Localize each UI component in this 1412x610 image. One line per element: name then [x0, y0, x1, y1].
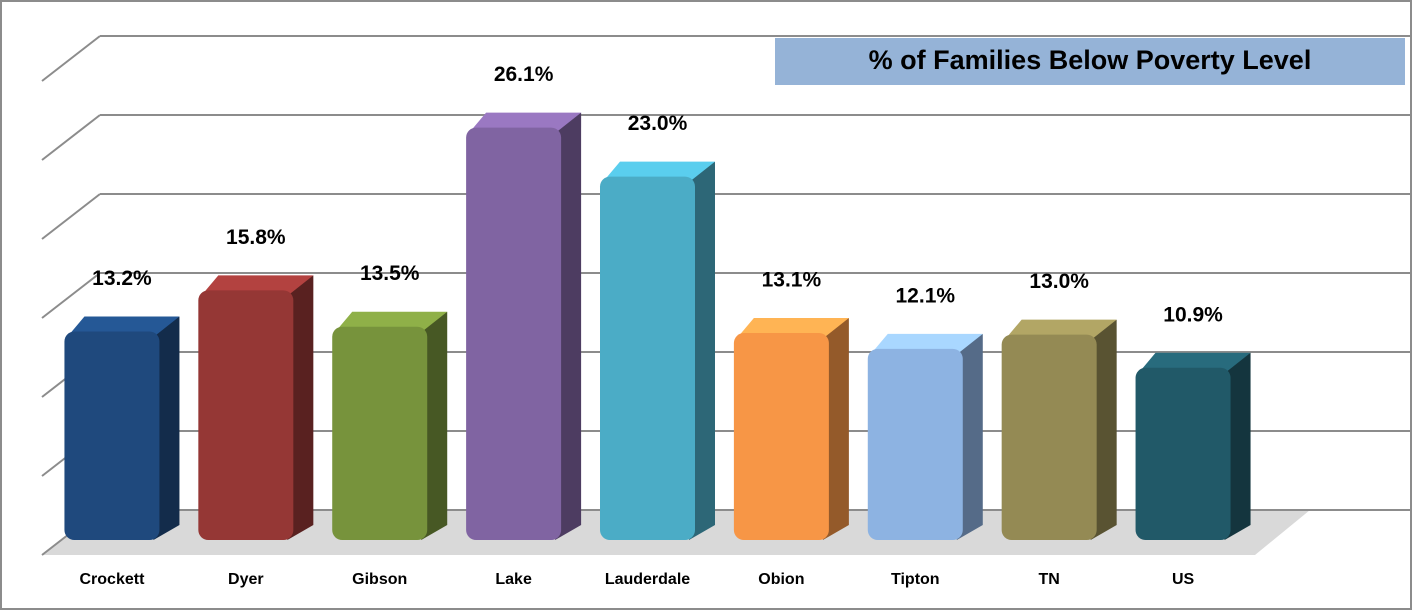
bar: [198, 290, 294, 540]
data-label: 13.1%: [762, 269, 822, 292]
data-label: 13.5%: [360, 262, 420, 285]
bar-top: [336, 311, 448, 331]
bar: [867, 348, 963, 540]
bar-top: [202, 275, 314, 295]
grid-line: [41, 272, 101, 319]
title-box: [775, 38, 1405, 85]
bar-top: [68, 316, 180, 336]
x-tick-label: Obion: [758, 571, 804, 588]
chart-title: % of Families Below Poverty Level: [869, 45, 1312, 75]
data-label: 13.0%: [1029, 270, 1089, 293]
x-tick-label: TN: [1039, 571, 1060, 588]
bar: [733, 333, 829, 540]
bar-side: [689, 161, 715, 540]
bar-top: [470, 112, 582, 132]
data-label: 23.0%: [628, 112, 688, 135]
bar-side: [1224, 352, 1251, 540]
bar-side: [287, 275, 314, 540]
bar-top: [871, 333, 983, 353]
grid-line: [41, 35, 101, 82]
bar-side: [1090, 319, 1117, 540]
bar-side: [153, 316, 180, 540]
data-label: 10.9%: [1163, 303, 1223, 326]
x-tick-label: Lauderdale: [605, 571, 690, 588]
bar: [1001, 334, 1097, 540]
x-tick-label: Lake: [495, 571, 532, 588]
data-label: 26.1%: [494, 63, 554, 86]
data-label: 12.1%: [896, 284, 956, 307]
bar-side: [421, 311, 448, 540]
bar-top: [604, 161, 715, 181]
bar-top: [1005, 319, 1117, 339]
bar-side: [822, 318, 849, 540]
bar: [466, 127, 562, 541]
bar-side: [956, 333, 983, 540]
x-tick-label: Tipton: [891, 571, 940, 588]
data-label: 13.2%: [92, 267, 152, 290]
x-tick-label: Gibson: [352, 571, 407, 588]
data-label: 15.8%: [226, 226, 286, 249]
bar: [600, 176, 695, 540]
bar-top: [1139, 352, 1251, 372]
grid-line: [41, 193, 101, 240]
bar: [1135, 367, 1231, 540]
bar: [332, 326, 428, 540]
bar-top: [737, 318, 849, 338]
x-tick-label: Dyer: [228, 571, 264, 588]
grid-line: [41, 114, 101, 161]
x-tick-label: US: [1172, 571, 1195, 588]
x-tick-label: Crockett: [79, 571, 145, 588]
bar-side: [555, 112, 582, 541]
bar: [64, 331, 160, 540]
